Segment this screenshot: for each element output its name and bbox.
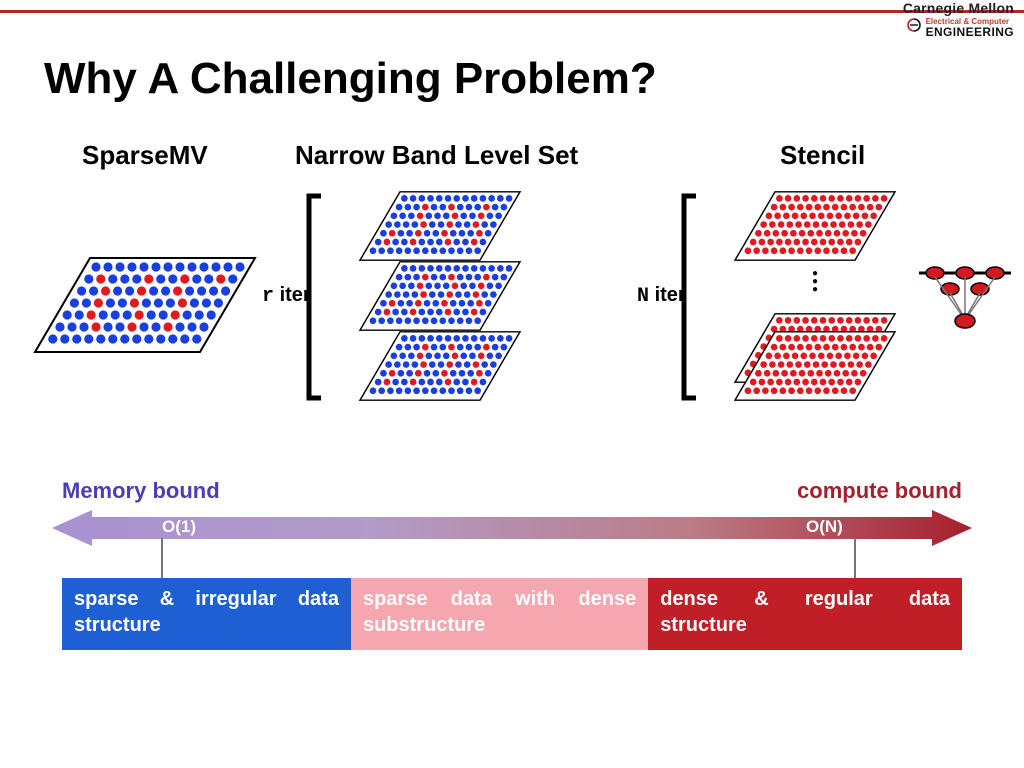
category-0: sparse & irregular data structure bbox=[62, 578, 351, 650]
narrowband-layer-2 bbox=[330, 326, 550, 406]
column-label-sparsemv: SparseMV bbox=[82, 140, 208, 171]
stencil-layer-top bbox=[705, 186, 925, 266]
diagram-row: r iter N iter ●●● bbox=[0, 200, 1024, 420]
narrowband-layer-0 bbox=[330, 186, 550, 266]
complexity-right: O(N) bbox=[806, 517, 843, 537]
stencil-layer-bottom-2 bbox=[705, 326, 925, 406]
column-label-narrowband: Narrow Band Level Set bbox=[295, 140, 578, 171]
university-branding: Carnegie Mellon Electrical & Computer EN… bbox=[903, 0, 1014, 39]
category-1: sparse data with dense substructure bbox=[351, 578, 648, 650]
stencil-dependency-icon bbox=[915, 255, 1015, 335]
sparsemv-matrix bbox=[30, 250, 260, 360]
ece-logo-icon bbox=[907, 18, 921, 34]
narrowband-layer-1 bbox=[330, 256, 550, 336]
complexity-left: O(1) bbox=[162, 517, 196, 537]
stencil-iter-label: N iter bbox=[637, 284, 686, 308]
category-row: sparse & irregular data structuresparse … bbox=[62, 578, 962, 650]
stencil-vdots: ●●● bbox=[812, 270, 818, 294]
narrowband-iter-label: r iter bbox=[262, 284, 311, 308]
category-2: dense & regular data structure bbox=[648, 578, 962, 650]
memory-bound-label: Memory bound bbox=[62, 478, 220, 504]
compute-bound-label: compute bound bbox=[797, 478, 962, 504]
top-rule bbox=[0, 10, 1024, 13]
column-label-stencil: Stencil bbox=[780, 140, 865, 171]
spectrum-tick-0 bbox=[161, 538, 163, 578]
slide-title: Why A Challenging Problem? bbox=[44, 54, 657, 104]
cmu-wordmark: Carnegie Mellon bbox=[903, 0, 1014, 16]
ece-wordmark: Electrical & Computer ENGINEERING bbox=[903, 18, 1014, 39]
spectrum-tick-1 bbox=[854, 538, 856, 578]
